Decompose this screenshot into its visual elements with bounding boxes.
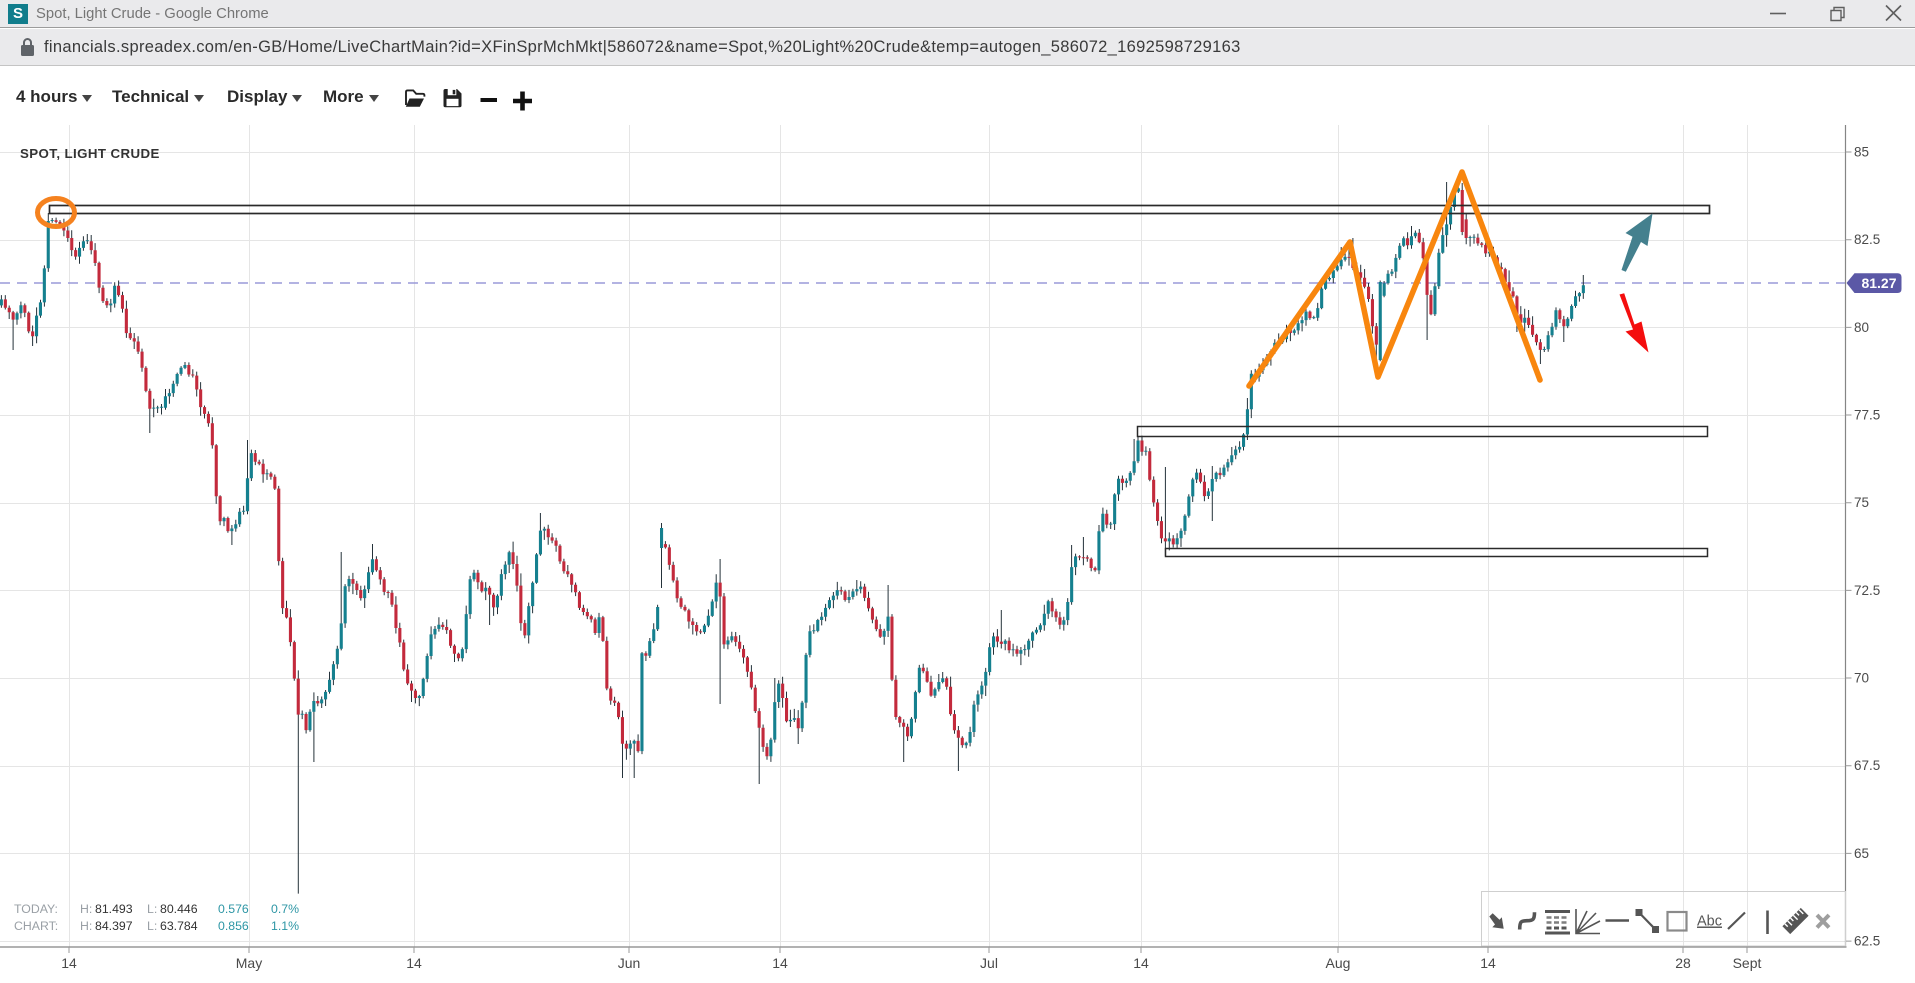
svg-text:H:: H: <box>80 919 92 933</box>
svg-text:0.576: 0.576 <box>218 902 249 916</box>
svg-text:Abc: Abc <box>1697 914 1722 930</box>
svg-text:80.446: 80.446 <box>160 902 198 916</box>
svg-text:14: 14 <box>61 955 77 971</box>
svg-text:Sept: Sept <box>1733 955 1762 971</box>
svg-text:14: 14 <box>1480 955 1496 971</box>
svg-text:82.5: 82.5 <box>1854 232 1880 247</box>
svg-text:Jun: Jun <box>618 955 641 971</box>
svg-text:81.493: 81.493 <box>95 902 133 916</box>
svg-text:80: 80 <box>1854 320 1869 335</box>
svg-text:H:: H: <box>80 902 92 916</box>
svg-text:75: 75 <box>1854 495 1869 510</box>
svg-text:70: 70 <box>1854 671 1869 686</box>
svg-text:TODAY:: TODAY: <box>14 902 58 916</box>
svg-text:28: 28 <box>1675 955 1691 971</box>
svg-text:Jul: Jul <box>980 955 998 971</box>
svg-text:62.5: 62.5 <box>1854 934 1880 949</box>
svg-text:72.5: 72.5 <box>1854 583 1880 598</box>
svg-text:L:: L: <box>147 919 157 933</box>
svg-text:67.5: 67.5 <box>1854 758 1880 773</box>
svg-text:81.27: 81.27 <box>1861 275 1896 291</box>
svg-text:May: May <box>236 955 262 971</box>
svg-text:65: 65 <box>1854 846 1869 861</box>
svg-text:L:: L: <box>147 902 157 916</box>
svg-text:1.1%: 1.1% <box>271 919 299 933</box>
svg-text:CHART:: CHART: <box>14 919 58 933</box>
svg-text:14: 14 <box>1133 955 1149 971</box>
svg-text:0.7%: 0.7% <box>271 902 299 916</box>
svg-text:SPOT, LIGHT CRUDE: SPOT, LIGHT CRUDE <box>20 146 160 161</box>
svg-text:0.856: 0.856 <box>218 919 249 933</box>
svg-text:84.397: 84.397 <box>95 919 133 933</box>
svg-text:85: 85 <box>1854 145 1869 160</box>
svg-text:63.784: 63.784 <box>160 919 198 933</box>
svg-text:14: 14 <box>406 955 422 971</box>
svg-text:14: 14 <box>772 955 788 971</box>
svg-text:Aug: Aug <box>1326 955 1351 971</box>
svg-text:77.5: 77.5 <box>1854 408 1880 423</box>
